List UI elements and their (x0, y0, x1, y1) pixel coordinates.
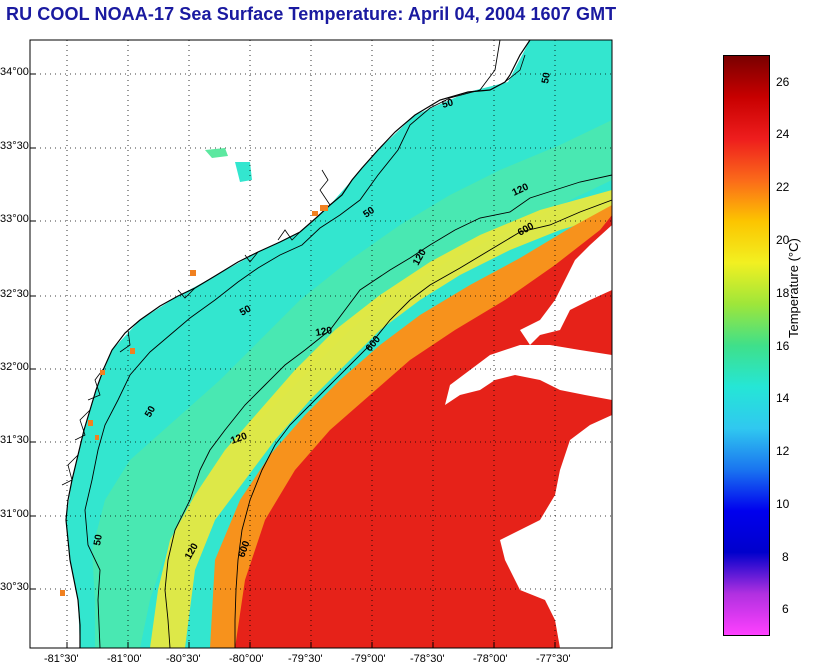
colorbar-tick: 8 (782, 550, 789, 564)
axis-ticks (30, 73, 556, 648)
plume-patch (235, 162, 252, 182)
lon-label: -81°00' (107, 653, 142, 665)
temperature-colorbar (723, 55, 770, 636)
isobath-label: 50 (540, 71, 553, 84)
lon-label: -80°30' (166, 653, 201, 665)
isobath-label: 50 (143, 404, 158, 420)
colorbar-tick: 24 (776, 127, 790, 141)
lon-label: -77°30' (536, 653, 571, 665)
colorbar-tick: 20 (776, 233, 790, 247)
isobath-label: 50 (92, 533, 105, 546)
lat-label: 31°00' (0, 508, 31, 520)
lon-label: -78°00' (473, 653, 508, 665)
map-title: RU COOL NOAA-17 Sea Surface Temperature:… (6, 4, 617, 24)
map-frame (29, 39, 613, 649)
plume-patch (205, 148, 228, 158)
colorbar-tick: 6 (782, 602, 789, 616)
colorbar-title: Temperature (°C) (786, 238, 801, 338)
estuaries (61, 54, 526, 486)
lat-label: 33°30' (0, 140, 31, 152)
colorbar-tick: 16 (776, 339, 790, 353)
isobath-120m (164, 174, 612, 648)
colorbar-tick: 22 (776, 180, 790, 194)
isobath-label: 50 (441, 97, 455, 111)
colorbar-tick: 10 (776, 497, 790, 511)
lat-label: 31°30' (0, 434, 31, 446)
lon-label: -79°30' (288, 653, 323, 665)
graticule (30, 40, 612, 648)
isobaths (84, 40, 612, 648)
shelf-water (92, 120, 612, 648)
lat-label: 34°00' (0, 66, 31, 78)
lon-label: -78°30' (410, 653, 445, 665)
lat-label: 32°30' (0, 288, 31, 300)
isobath-label: 120 (315, 325, 334, 339)
colorbar-tick: 18 (776, 286, 790, 300)
isobath-600m (234, 199, 612, 648)
colorbar-tick: 12 (776, 444, 790, 458)
lat-label: 30°30' (0, 581, 31, 593)
colorbar-tick: 26 (776, 75, 790, 89)
lat-label: 32°00' (0, 361, 31, 373)
coastal-warm-pixels (60, 205, 328, 596)
isobath-50m (84, 40, 501, 648)
lat-label: 33°00' (0, 213, 31, 225)
colorbar-tick: 14 (776, 391, 790, 405)
map-plot-area: 50 50 50 50 50 50 120 120 120 120 120 60… (30, 40, 612, 648)
isobath-label: 50 (238, 303, 254, 318)
lon-label: -81°30' (44, 653, 79, 665)
lon-label: -79°00' (351, 653, 386, 665)
lon-label: -80°00' (229, 653, 264, 665)
cloud-mask (445, 225, 612, 648)
